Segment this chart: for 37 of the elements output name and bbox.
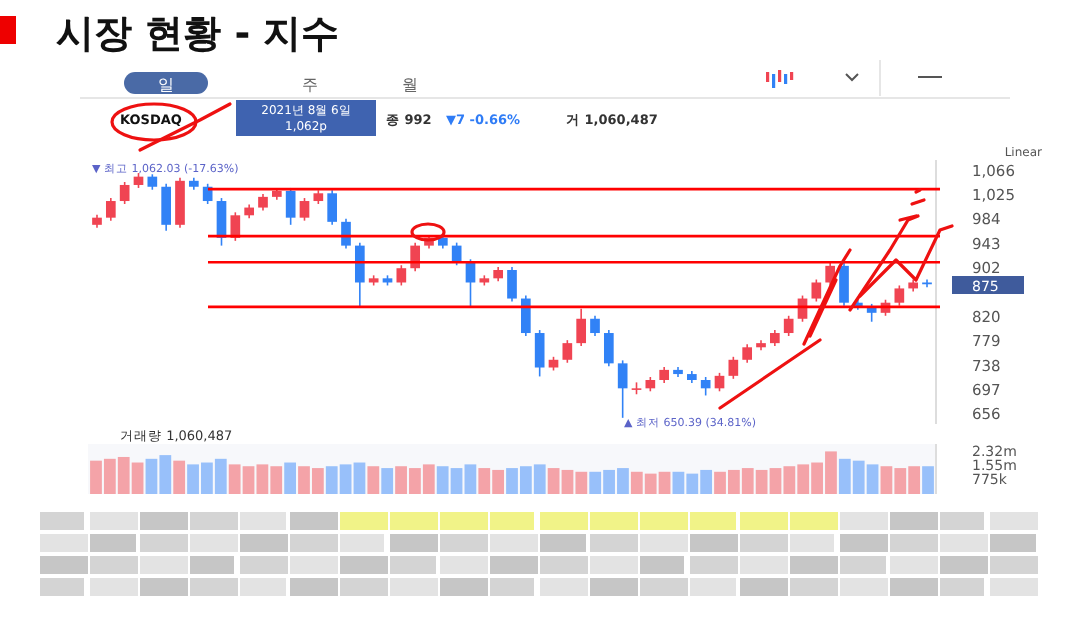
candlestick — [520, 294, 531, 337]
text: 일 — [158, 76, 174, 94]
candlestick — [299, 197, 310, 222]
candlestick — [576, 307, 587, 347]
candlestick — [341, 218, 351, 250]
candlestick — [590, 314, 600, 337]
candlestick — [603, 329, 614, 368]
text: 월 — [402, 76, 418, 94]
bar — [173, 460, 186, 494]
candlestick — [507, 266, 517, 303]
candlestick — [396, 264, 407, 287]
candlestick — [700, 376, 711, 397]
candlestick — [728, 356, 739, 380]
candlestick — [617, 359, 628, 419]
candlestick — [451, 241, 462, 267]
candlestick — [783, 314, 794, 337]
candlestick — [562, 339, 573, 364]
candlestick — [175, 177, 185, 229]
candlestick — [105, 197, 116, 222]
bar — [922, 466, 934, 494]
candlestick — [742, 343, 753, 364]
candlestick — [839, 262, 849, 307]
candlestick — [230, 211, 241, 242]
candlestick — [119, 181, 130, 205]
candlestick — [285, 187, 296, 226]
text: 주 — [302, 76, 318, 94]
candlestick — [327, 189, 338, 226]
candlestick — [202, 182, 213, 205]
candlestick — [161, 182, 171, 232]
candlestick — [534, 329, 545, 378]
bar — [381, 468, 394, 494]
chart-title: 시장 현황 - 지수 — [56, 12, 340, 56]
candlestick — [894, 284, 905, 307]
bar — [284, 462, 297, 494]
candlestick — [811, 278, 822, 303]
candlestick — [354, 241, 365, 308]
bar — [367, 466, 380, 494]
